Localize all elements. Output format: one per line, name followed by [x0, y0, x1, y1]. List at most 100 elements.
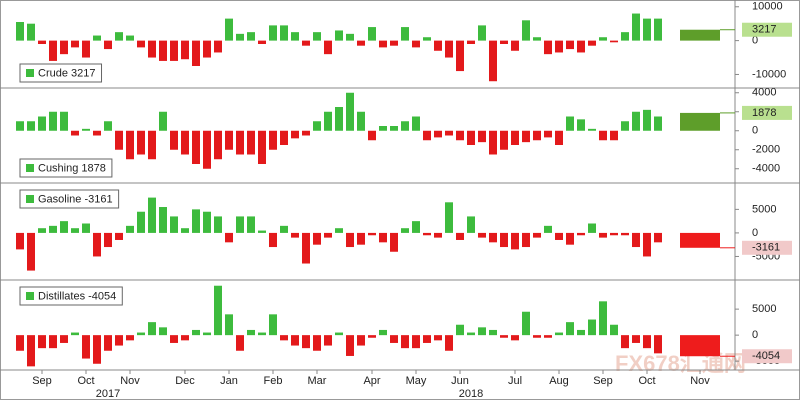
- bar: [643, 335, 651, 349]
- y-tick-label: -10000: [752, 68, 786, 80]
- bar: [159, 40, 167, 61]
- bar: [236, 130, 244, 155]
- bar: [654, 116, 662, 131]
- bar: [621, 335, 629, 349]
- bar: [291, 232, 299, 238]
- bar: [401, 27, 409, 41]
- bar: [533, 130, 541, 141]
- bar: [49, 335, 57, 349]
- bar: [148, 40, 156, 58]
- bar: [368, 232, 376, 236]
- x-tick-label: Apr: [363, 375, 380, 387]
- bar: [577, 232, 585, 236]
- bar: [71, 228, 79, 233]
- legend-name: Distillates: [38, 290, 86, 302]
- bar: [137, 211, 145, 233]
- x-tick-label: Mar: [308, 375, 327, 387]
- bar: [489, 329, 497, 336]
- legend-name: Gasoline: [38, 193, 81, 205]
- bar: [269, 232, 277, 248]
- legend-swatch: [26, 69, 34, 77]
- legend-box: [19, 158, 113, 178]
- bar: [137, 130, 145, 155]
- bar: [401, 228, 409, 233]
- bar: [159, 207, 167, 233]
- bar: [82, 223, 90, 233]
- bar: [192, 329, 200, 336]
- bar: [467, 130, 475, 145]
- y-tick-label: 4000: [752, 87, 776, 99]
- bar: [104, 121, 112, 131]
- bar: [445, 202, 453, 233]
- bar: [445, 335, 453, 351]
- bar: [16, 22, 24, 41]
- bar: [280, 225, 288, 233]
- x-tick-label: Feb: [264, 375, 283, 387]
- bar: [302, 130, 310, 136]
- bar: [181, 228, 189, 233]
- bar: [412, 40, 420, 48]
- bar: [643, 232, 651, 257]
- bar: [632, 13, 640, 41]
- bar: [203, 40, 211, 58]
- bar: [544, 130, 552, 138]
- x-tick-label: Jan: [220, 375, 238, 387]
- bar: [368, 130, 376, 141]
- legend-text: Cushing 1878: [38, 162, 106, 174]
- bar: [368, 335, 376, 338]
- bar: [379, 329, 387, 336]
- bar: [456, 130, 464, 141]
- latest-label-box: [742, 240, 792, 255]
- bar: [599, 301, 607, 336]
- bar: [335, 107, 343, 131]
- bar: [115, 32, 123, 41]
- bar: [632, 335, 640, 343]
- bar: [236, 33, 244, 41]
- bar: [159, 327, 167, 336]
- bar: [27, 121, 35, 131]
- bar: [236, 216, 244, 233]
- year-label: 2018: [459, 388, 483, 400]
- bar: [610, 324, 618, 336]
- bar: [170, 40, 178, 61]
- bar: [49, 225, 57, 233]
- bar: [500, 232, 508, 248]
- bar: [71, 40, 79, 48]
- bar: [588, 223, 596, 233]
- bar: [511, 40, 519, 51]
- bar: [38, 228, 46, 233]
- bar: [93, 130, 101, 136]
- bar: [401, 121, 409, 131]
- bar: [643, 109, 651, 131]
- bar: [401, 335, 409, 349]
- legend-value: 3217: [71, 67, 95, 79]
- bar: [555, 130, 563, 145]
- bar: [82, 128, 90, 131]
- bar: [170, 216, 178, 233]
- bar: [456, 40, 464, 72]
- bar: [247, 32, 255, 41]
- bar: [357, 111, 365, 131]
- legend-box: [19, 63, 103, 83]
- bar: [16, 121, 24, 131]
- bar: [533, 335, 541, 338]
- bar: [258, 40, 266, 44]
- bar: [126, 35, 134, 41]
- bar: [49, 111, 57, 131]
- bar: [115, 130, 123, 150]
- bar: [302, 335, 310, 349]
- bar: [588, 319, 596, 336]
- x-tick-label: Nov: [690, 375, 710, 387]
- bar: [181, 40, 189, 60]
- y-tick-label: -4000: [752, 163, 780, 175]
- bar: [357, 40, 365, 46]
- bar: [555, 40, 563, 53]
- bar: [93, 335, 101, 364]
- bar: [577, 329, 585, 336]
- bar: [16, 232, 24, 250]
- bar: [511, 232, 519, 250]
- bar: [192, 40, 200, 66]
- bar: [390, 232, 398, 252]
- bar: [181, 335, 189, 341]
